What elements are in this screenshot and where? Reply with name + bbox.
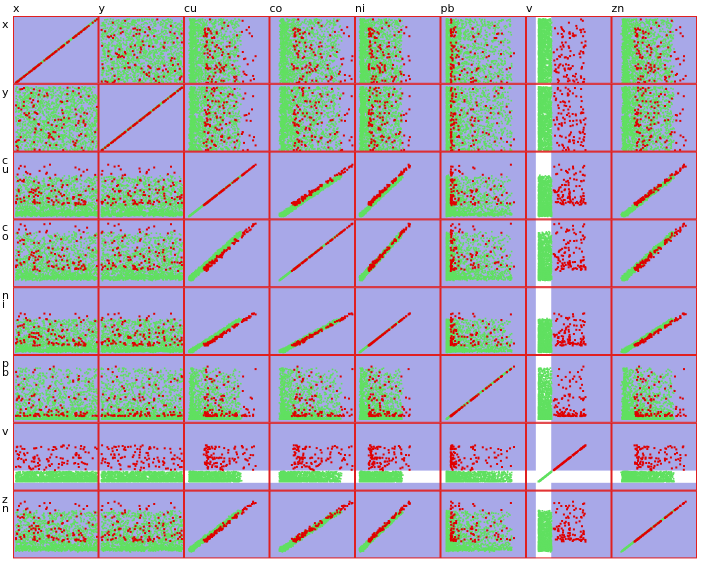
panel-x-vs-x[interactable] xyxy=(13,16,99,84)
